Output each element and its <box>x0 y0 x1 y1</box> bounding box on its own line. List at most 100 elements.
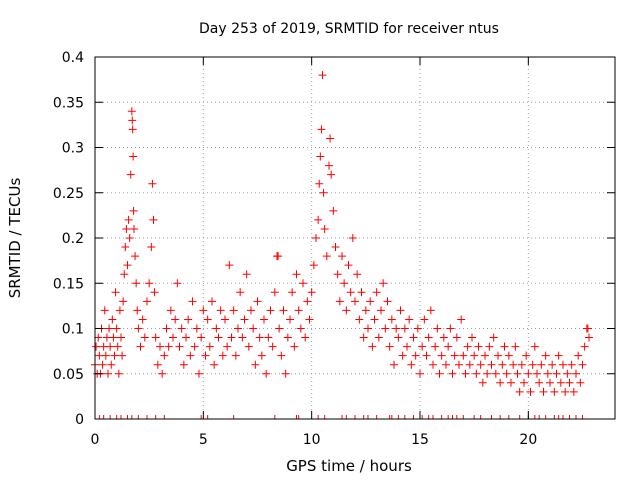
data-point <box>500 342 509 351</box>
data-point <box>318 71 327 80</box>
data-point <box>381 324 390 333</box>
data-point <box>348 234 357 242</box>
data-point <box>340 279 349 288</box>
data-point <box>422 351 431 360</box>
data-point <box>184 315 193 324</box>
data-point <box>561 387 570 396</box>
data-point <box>429 360 437 369</box>
data-point <box>355 315 364 324</box>
y-tick-label: 0.35 <box>53 95 84 111</box>
data-point <box>123 261 132 270</box>
data-point <box>526 387 535 396</box>
data-point <box>444 342 453 351</box>
data-point <box>216 306 225 315</box>
data-point <box>286 315 294 324</box>
data-point <box>319 188 328 197</box>
data-point <box>502 369 511 378</box>
x-tick-label: 15 <box>411 432 429 448</box>
data-point <box>257 351 266 360</box>
data-point <box>312 234 320 242</box>
data-point <box>368 342 377 351</box>
data-point <box>162 324 171 333</box>
data-point <box>158 369 167 378</box>
data-point <box>528 360 537 369</box>
data-point <box>485 342 494 351</box>
data-point <box>543 369 552 378</box>
data-point <box>122 224 131 233</box>
data-point <box>344 261 353 270</box>
data-point <box>377 306 385 315</box>
data-point <box>92 342 101 351</box>
data-point <box>212 324 221 333</box>
data-point <box>554 351 563 360</box>
data-point <box>110 351 119 360</box>
data-point <box>117 333 125 342</box>
data-point <box>331 243 340 252</box>
data-point <box>405 315 414 324</box>
data-point <box>128 125 137 134</box>
data-markers <box>91 71 593 419</box>
data-point <box>105 324 114 333</box>
data-point <box>567 360 576 369</box>
data-point <box>231 351 240 360</box>
data-point <box>294 306 303 315</box>
data-point <box>392 324 401 333</box>
data-point <box>361 306 370 315</box>
data-point <box>195 369 203 378</box>
data-point <box>387 315 396 324</box>
data-point <box>100 306 109 315</box>
data-point <box>498 360 507 369</box>
data-point <box>151 333 160 342</box>
data-point <box>317 125 326 134</box>
data-point <box>240 315 249 324</box>
data-point <box>166 306 175 315</box>
y-tick-label: 0.3 <box>62 141 84 157</box>
data-point <box>461 369 470 378</box>
data-point <box>236 288 245 297</box>
data-point <box>129 206 138 215</box>
data-point <box>472 369 481 378</box>
data-point <box>446 324 455 333</box>
data-point <box>188 297 197 306</box>
chart-title: Day 253 of 2019, SRMTID for receiver ntu… <box>199 21 499 37</box>
y-tick-label: 0.2 <box>62 231 84 247</box>
data-point <box>270 288 279 297</box>
data-point <box>583 324 592 333</box>
data-point <box>442 360 450 369</box>
data-point <box>576 378 585 387</box>
data-point <box>131 252 140 261</box>
data-point <box>565 378 574 387</box>
data-point <box>126 170 135 179</box>
data-point <box>537 360 546 369</box>
data-point <box>234 324 242 333</box>
data-point <box>309 261 318 270</box>
data-point <box>175 342 184 351</box>
data-point <box>109 333 118 342</box>
data-point <box>426 306 435 315</box>
data-point <box>409 333 418 342</box>
data-point <box>129 152 138 161</box>
data-point <box>305 315 314 324</box>
data-point <box>335 297 344 306</box>
data-point <box>119 297 128 306</box>
data-point <box>463 342 472 351</box>
data-point <box>390 360 398 369</box>
data-point <box>470 351 479 360</box>
data-point <box>403 342 411 351</box>
y-tick-label: 0.15 <box>53 276 84 292</box>
data-point <box>208 297 216 306</box>
data-point <box>578 360 587 369</box>
data-point <box>133 306 142 315</box>
data-point <box>569 387 578 396</box>
data-point <box>580 342 589 351</box>
data-point <box>113 342 122 351</box>
data-point <box>101 351 110 360</box>
data-point <box>238 333 247 342</box>
data-point <box>121 243 130 252</box>
data-point <box>164 342 173 351</box>
x-tick-label: 10 <box>303 432 321 448</box>
y-tick-label: 0.1 <box>62 322 84 338</box>
data-point <box>407 360 416 369</box>
x-axis-title: GPS time / hours <box>286 457 412 475</box>
data-point <box>106 342 115 351</box>
